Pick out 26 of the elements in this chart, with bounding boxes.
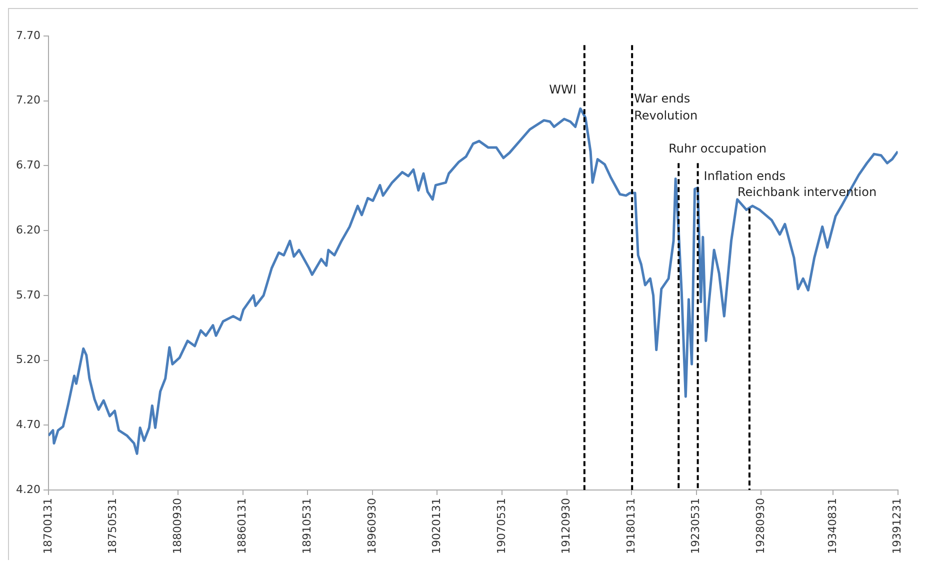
ref-line-label: Ruhr occupation [668,142,766,156]
ref-line-label: Inflation ends [704,168,786,183]
y-tick-label: 6.20 [16,223,40,236]
x-tick-label: 18910531 [300,498,314,554]
x-tick-label: 19340831 [826,498,839,554]
x-tick-label: 19230531 [689,498,702,554]
x-tick-label: 19070531 [494,498,508,554]
x-tick-label: 18700131 [41,498,54,554]
y-tick-label: 5.20 [16,353,40,366]
x-tick-label: 19280930 [754,498,767,554]
x-tick-label: 19180131 [624,498,638,554]
y-tick-label: 4.20 [16,482,40,496]
ref-line-label: WWI [549,82,576,97]
y-tick-label: 6.70 [16,158,40,172]
x-tick-label: 19120930 [560,498,573,554]
y-tick-label: 4.70 [16,418,40,432]
y-tick-label: 7.20 [16,94,40,107]
ref-line-label: War ends Revolution [634,92,698,123]
x-tick-label: 18750531 [106,498,120,554]
x-tick-label: 19020131 [430,498,444,554]
x-tick-label: 18800930 [170,498,184,554]
y-tick-label: 5.70 [16,288,40,302]
x-tick-label: 18860131 [236,498,249,554]
x-tick-label: 18960930 [365,498,378,554]
y-tick-label: 7.70 [16,28,40,42]
x-tick-label: 19391231 [890,498,904,554]
